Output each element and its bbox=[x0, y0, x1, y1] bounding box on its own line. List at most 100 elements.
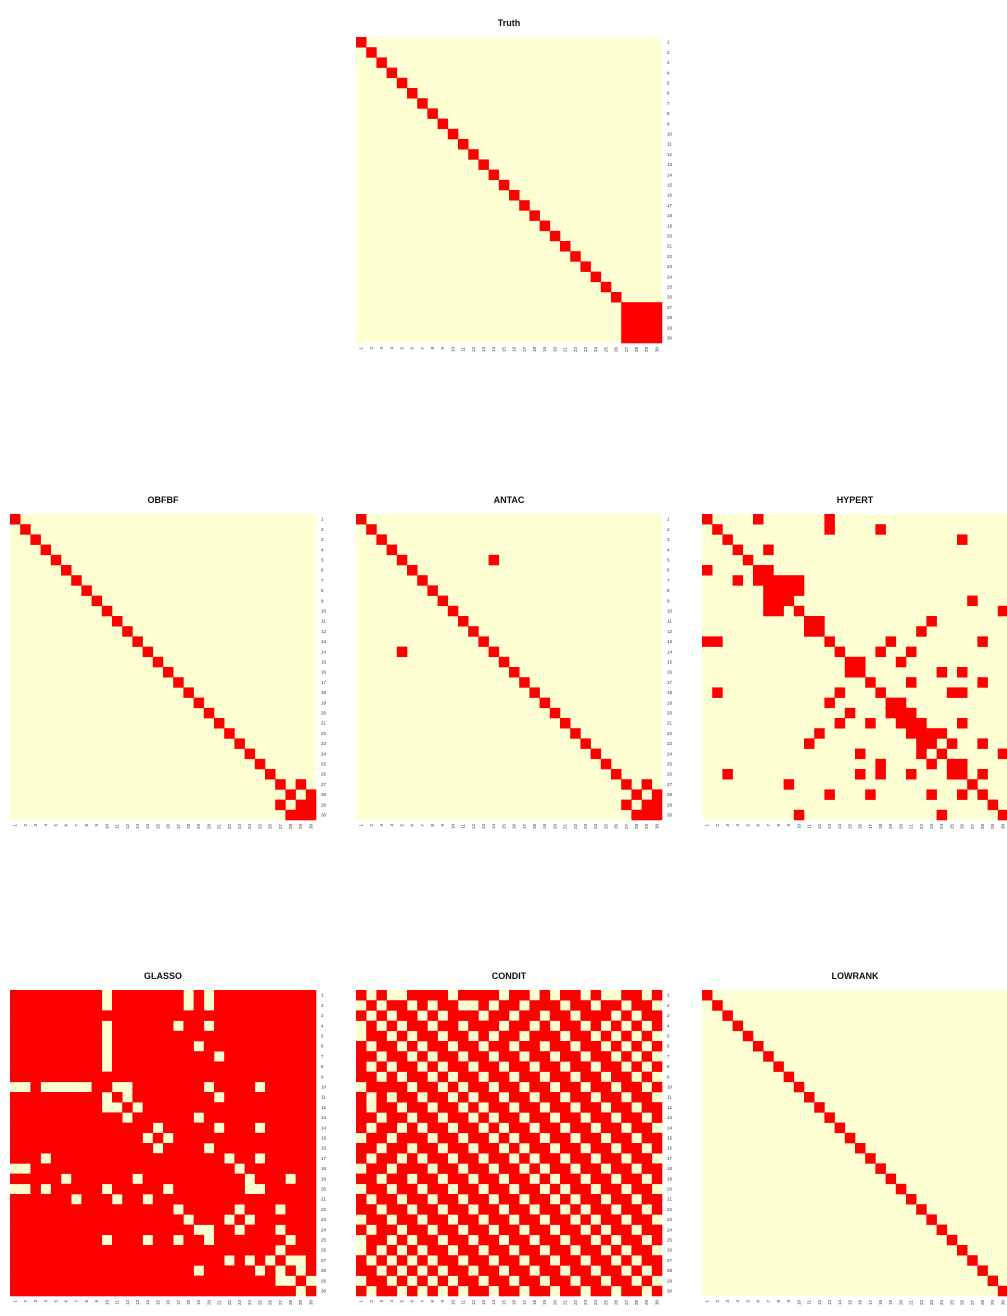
heatmap-cell bbox=[458, 1030, 469, 1042]
heatmap-cell bbox=[254, 990, 266, 1001]
heatmap-cell bbox=[417, 98, 428, 109]
heatmap-cell bbox=[417, 1000, 428, 1011]
heatmap-cell bbox=[560, 1051, 571, 1062]
row-tick-label: 10 bbox=[667, 609, 673, 614]
heatmap-cell bbox=[20, 1265, 31, 1276]
heatmap-cell bbox=[122, 1255, 133, 1266]
heatmap-cell bbox=[295, 1153, 307, 1164]
heatmap-cell bbox=[509, 190, 520, 201]
heatmap-cell bbox=[10, 1285, 21, 1297]
heatmap-cell bbox=[132, 1010, 143, 1021]
heatmap-cell bbox=[580, 1194, 591, 1205]
row-tick-label: 24 bbox=[667, 751, 673, 756]
heatmap-cell bbox=[214, 1285, 225, 1297]
row-tick-label: 8 bbox=[667, 1064, 670, 1069]
heatmap-cell bbox=[30, 1204, 41, 1215]
heatmap-svg: CONDIT1234567891011121314151617181920212… bbox=[356, 971, 673, 1306]
col-tick-label: 8 bbox=[430, 347, 435, 350]
heatmap-cell bbox=[641, 779, 653, 790]
heatmap-cell bbox=[214, 1183, 225, 1195]
heatmap-cell bbox=[793, 585, 805, 596]
heatmap-cell bbox=[631, 789, 642, 800]
heatmap-cell bbox=[122, 1275, 133, 1287]
heatmap-cell bbox=[447, 1030, 459, 1042]
col-tick-label: 20 bbox=[898, 1300, 903, 1306]
col-tick-label: 21 bbox=[217, 824, 222, 830]
heatmap-cell bbox=[40, 1234, 52, 1246]
heatmap-cell bbox=[651, 1061, 663, 1072]
heatmap-cell bbox=[417, 1081, 428, 1093]
heatmap-cell bbox=[468, 149, 479, 160]
row-tick-label: 17 bbox=[321, 680, 327, 685]
heatmap-cell bbox=[926, 758, 937, 770]
heatmap-cell bbox=[132, 1051, 143, 1062]
heatmap-cell bbox=[407, 1163, 418, 1174]
heatmap-cell bbox=[906, 718, 917, 729]
heatmap-cell bbox=[621, 1163, 632, 1174]
col-tick-label: 26 bbox=[614, 1300, 619, 1306]
col-tick-label: 9 bbox=[440, 824, 445, 827]
heatmap-cell bbox=[386, 1194, 398, 1205]
heatmap-cell bbox=[142, 1000, 154, 1011]
row-tick-label: 16 bbox=[321, 1146, 327, 1151]
heatmap-cell bbox=[203, 1132, 215, 1144]
col-tick-label: 17 bbox=[522, 824, 527, 830]
heatmap-cell bbox=[519, 1041, 530, 1052]
heatmap-cell bbox=[356, 1224, 367, 1236]
heatmap-cell bbox=[81, 1122, 92, 1134]
heatmap-cell bbox=[447, 1143, 459, 1154]
col-tick-label: 6 bbox=[410, 824, 415, 827]
heatmap-cell bbox=[804, 616, 815, 627]
heatmap-cell bbox=[275, 1051, 286, 1062]
heatmap-cell bbox=[549, 1122, 561, 1134]
row-tick-label: 23 bbox=[667, 1217, 673, 1222]
heatmap-svg: OBFBF12345678910111213141516171819202122… bbox=[10, 495, 327, 830]
heatmap-cell bbox=[386, 1112, 398, 1123]
heatmap-cell bbox=[519, 1071, 530, 1083]
heatmap-cell bbox=[631, 312, 642, 323]
heatmap-cell bbox=[81, 1020, 92, 1032]
heatmap-cell bbox=[112, 1163, 123, 1174]
heatmap-cell bbox=[396, 646, 408, 658]
row-tick-label: 3 bbox=[667, 537, 670, 542]
heatmap-cell bbox=[407, 1214, 418, 1225]
heatmap-cell bbox=[386, 1204, 398, 1215]
heatmap-cell bbox=[275, 1153, 286, 1164]
heatmap-cell bbox=[122, 1163, 133, 1174]
heatmap-cell bbox=[631, 1285, 642, 1297]
heatmap-cell bbox=[906, 646, 917, 658]
heatmap-cell bbox=[967, 595, 978, 607]
heatmap-cell bbox=[10, 1071, 21, 1083]
heatmap-cell bbox=[61, 1071, 72, 1083]
heatmap-cell bbox=[254, 1010, 266, 1021]
heatmap-cell bbox=[611, 1061, 622, 1072]
col-tick-label: 18 bbox=[186, 1300, 191, 1306]
heatmap-cell bbox=[142, 1255, 154, 1266]
col-tick-label: 15 bbox=[847, 1300, 852, 1306]
col-tick-label: 12 bbox=[817, 824, 822, 830]
heatmap-cell bbox=[10, 1265, 21, 1276]
row-tick-label: 21 bbox=[667, 1197, 673, 1202]
heatmap-cell bbox=[529, 1102, 540, 1113]
heatmap-cell bbox=[356, 1194, 367, 1205]
heatmap-cell bbox=[488, 1204, 500, 1215]
heatmap-cell bbox=[621, 1102, 632, 1113]
heatmap-cell bbox=[936, 809, 948, 821]
heatmap-cell bbox=[173, 1071, 184, 1083]
heatmap-cell bbox=[244, 1030, 256, 1042]
heatmap-cell bbox=[498, 179, 510, 191]
heatmap-cell bbox=[193, 1204, 205, 1215]
heatmap-cell bbox=[386, 1020, 398, 1032]
heatmap-cell bbox=[519, 1204, 530, 1215]
heatmap-cell bbox=[641, 1163, 653, 1174]
heatmap-cell bbox=[498, 1041, 510, 1052]
heatmap-cell bbox=[122, 626, 133, 637]
heatmap-cell bbox=[753, 575, 764, 586]
heatmap-cell bbox=[265, 1092, 276, 1103]
heatmap-cell bbox=[173, 1143, 184, 1154]
heatmap-cell bbox=[152, 1173, 164, 1185]
heatmap-cell bbox=[254, 1214, 266, 1225]
heatmap-cell bbox=[611, 1275, 622, 1287]
col-tick-label: 10 bbox=[796, 824, 801, 830]
heatmap-cell bbox=[152, 1132, 164, 1144]
